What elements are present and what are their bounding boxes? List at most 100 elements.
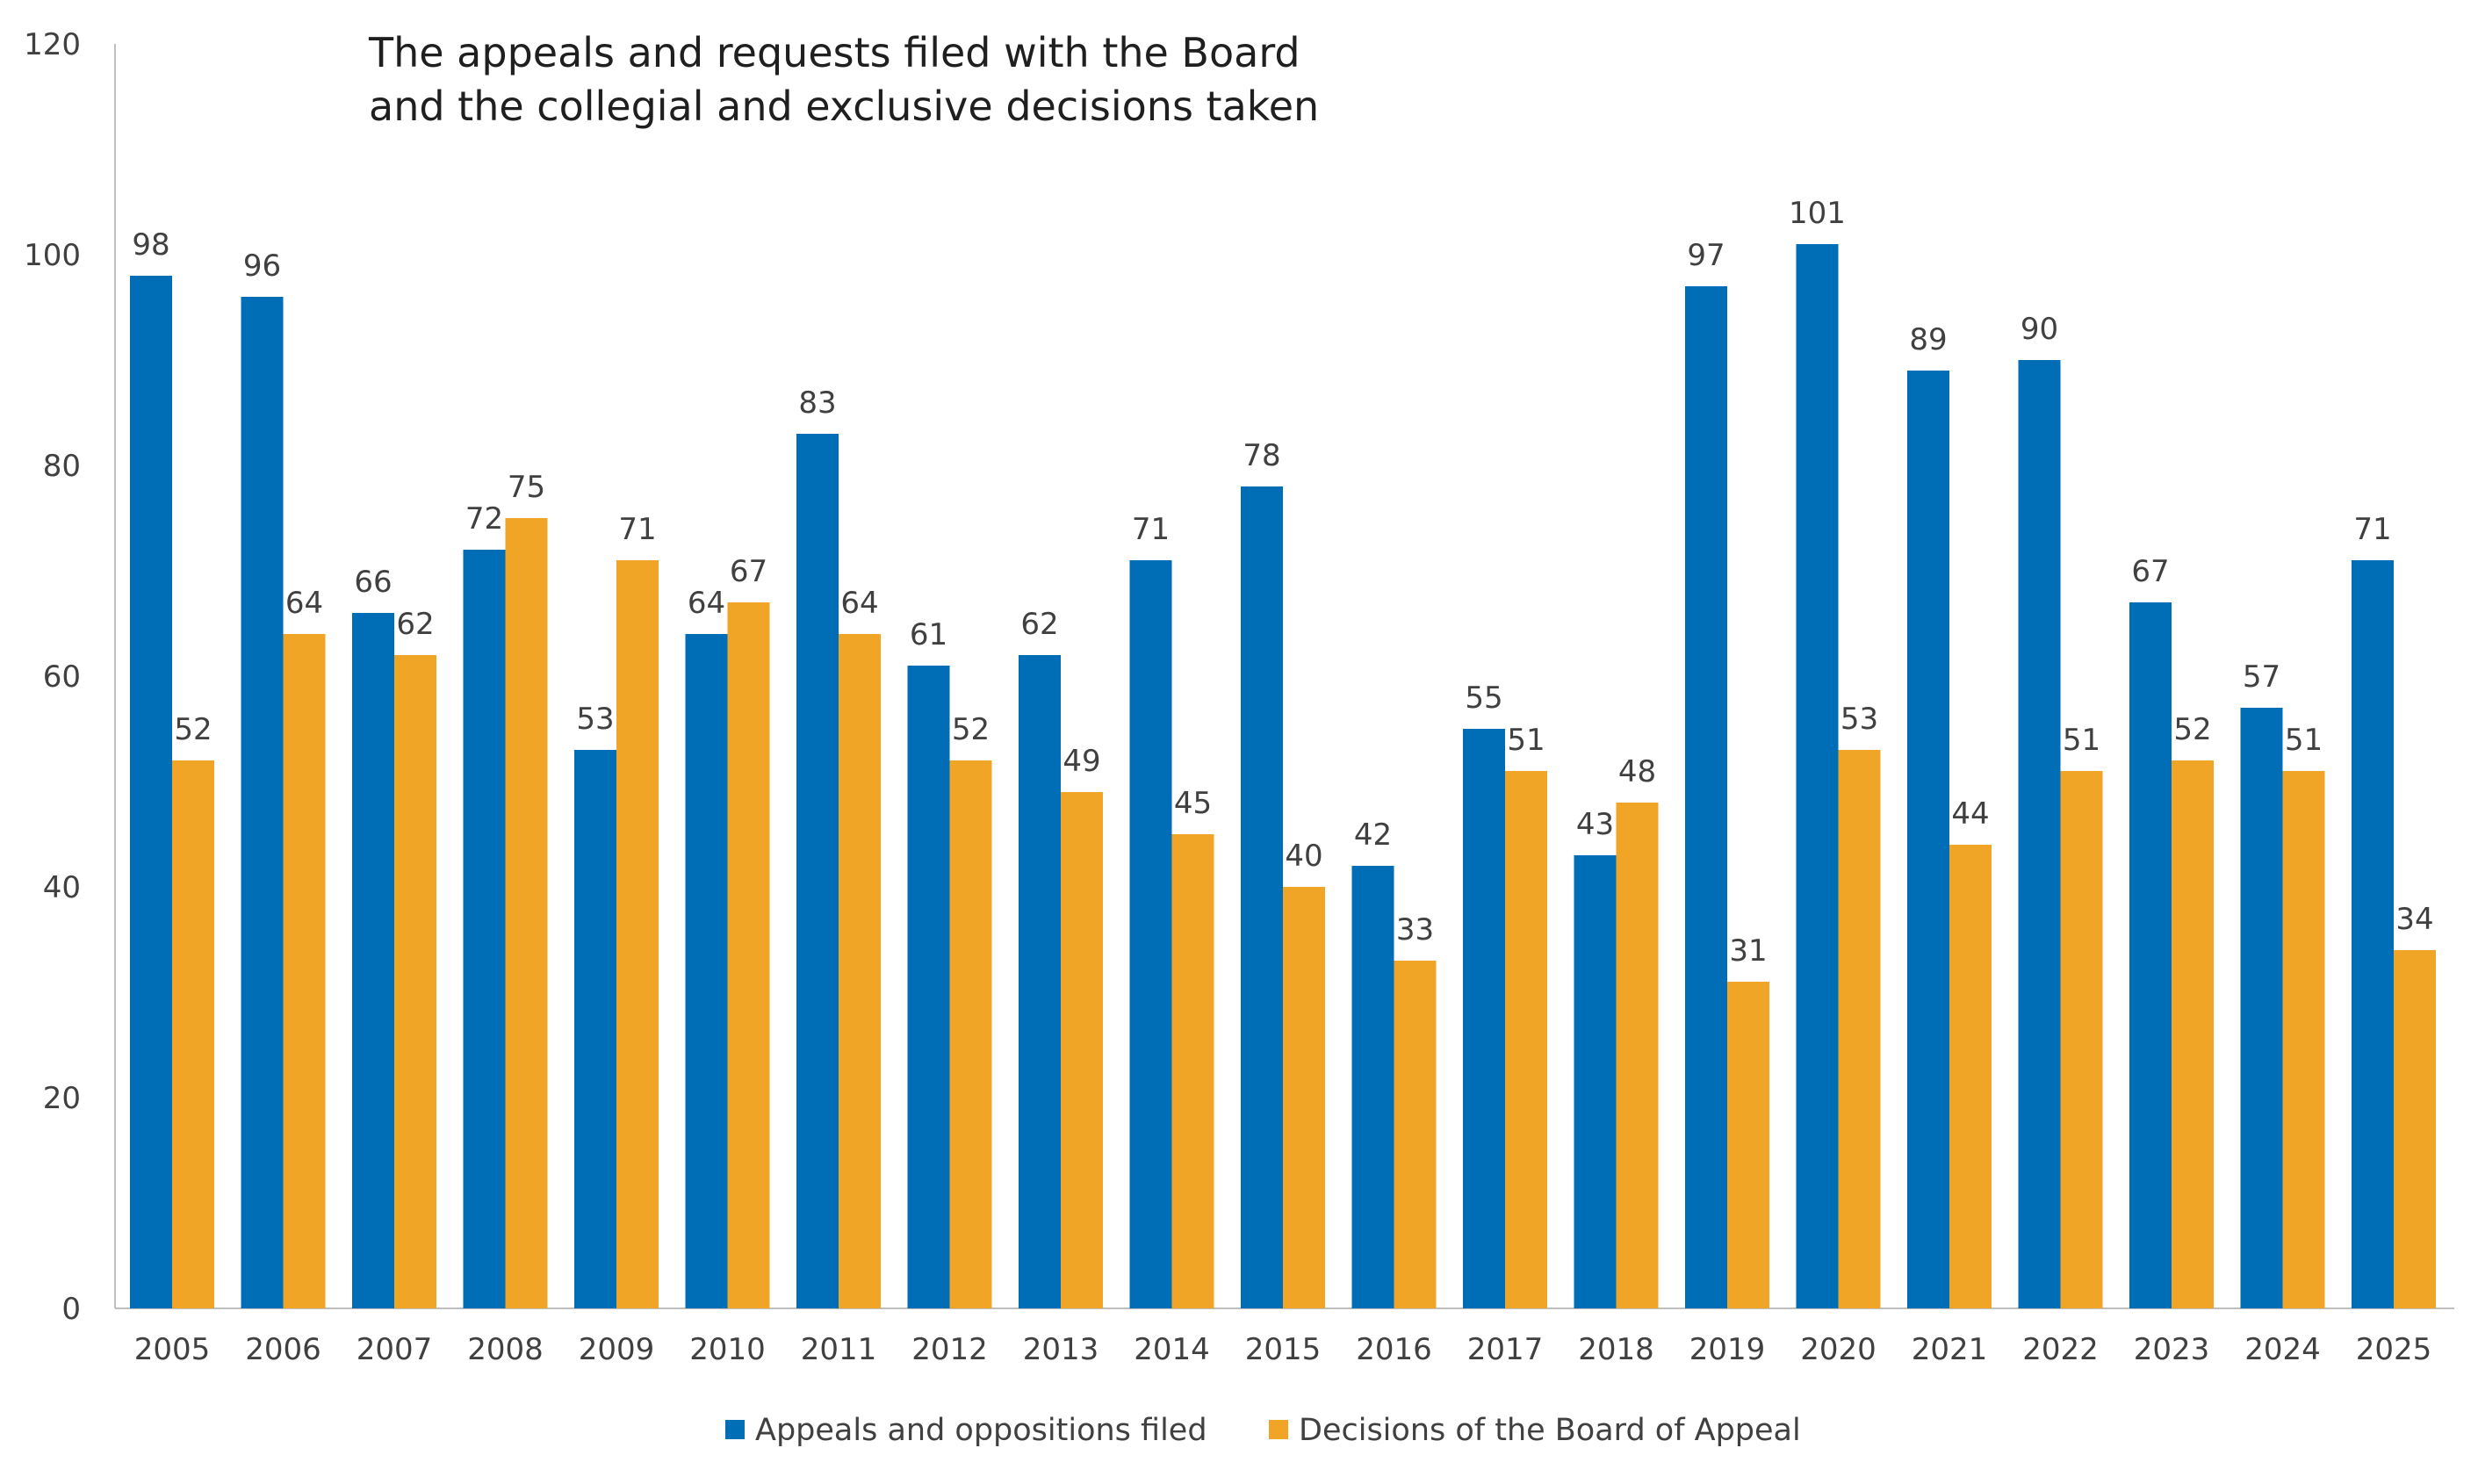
data-label-decisions: 64	[840, 586, 878, 621]
data-label-decisions: 51	[2063, 723, 2100, 758]
bar-decisions	[1838, 750, 1881, 1308]
bar-decisions	[616, 560, 659, 1308]
bar-appeals	[463, 550, 506, 1308]
data-label-decisions: 31	[1729, 933, 1767, 969]
bar-decisions	[949, 760, 992, 1308]
bar-appeals	[352, 613, 394, 1308]
bar-appeals	[1574, 855, 1617, 1308]
bar-decisions	[505, 518, 548, 1308]
bar-decisions	[1394, 961, 1437, 1308]
bar-appeals	[1685, 286, 1727, 1308]
y-tick-label: 100	[24, 238, 81, 273]
bar-decisions	[1727, 982, 1769, 1308]
data-label-decisions: 52	[2173, 712, 2211, 747]
data-label-decisions: 53	[1840, 702, 1878, 737]
bar-decisions	[727, 602, 770, 1308]
legend-label: Appeals and oppositions filed	[755, 1413, 1207, 1448]
data-label-appeals: 78	[1243, 438, 1280, 473]
data-label-decisions: 64	[285, 586, 323, 621]
data-label-appeals: 101	[1789, 196, 1846, 231]
data-label-decisions: 62	[396, 607, 434, 642]
bar-appeals	[574, 750, 616, 1308]
data-label-appeals: 55	[1465, 681, 1502, 716]
x-tick-label: 2024	[2244, 1332, 2321, 1367]
bar-appeals	[2018, 360, 2061, 1308]
bar-appeals	[2352, 560, 2394, 1308]
data-label-decisions: 51	[2285, 723, 2323, 758]
x-tick-label: 2022	[2022, 1332, 2099, 1367]
data-label-decisions: 49	[1063, 744, 1100, 779]
x-tick-label: 2006	[245, 1332, 321, 1367]
x-tick-label: 2025	[2356, 1332, 2432, 1367]
legend: Appeals and oppositions filed Decisions o…	[725, 1413, 1801, 1448]
y-tick-label: 40	[43, 870, 81, 905]
y-tick-label: 20	[43, 1081, 81, 1116]
data-label-appeals: 67	[2131, 554, 2169, 589]
bar-decisions	[1616, 803, 1659, 1308]
legend-label: Decisions of the Board of Appeal	[1299, 1413, 1801, 1448]
bar-appeals	[2240, 708, 2283, 1308]
x-tick-label: 2012	[911, 1332, 988, 1367]
x-tick-label: 2005	[134, 1332, 211, 1367]
y-tick-label: 0	[61, 1292, 81, 1327]
x-tick-label: 2019	[1689, 1332, 1766, 1367]
data-label-decisions: 44	[1951, 796, 1989, 832]
chart-subtitle: and the collegial and exclusive decision…	[369, 83, 1319, 130]
bar-appeals	[1907, 371, 1949, 1308]
bar-appeals	[1796, 244, 1839, 1308]
bar-decisions	[394, 655, 436, 1308]
legend-swatch	[1269, 1420, 1288, 1439]
y-tick-label: 120	[24, 27, 81, 62]
x-tick-label: 2013	[1023, 1332, 1099, 1367]
data-label-appeals: 96	[243, 249, 281, 284]
data-label-appeals: 89	[1909, 322, 1947, 357]
bar-decisions	[1171, 834, 1214, 1308]
x-tick-label: 2023	[2134, 1332, 2210, 1367]
bar-decisions	[2172, 760, 2214, 1308]
chart-title: The appeals and requests filed with the …	[368, 29, 1300, 76]
data-label-decisions: 45	[1174, 786, 1212, 821]
data-label-appeals: 72	[465, 501, 503, 537]
data-label-appeals: 97	[1687, 238, 1725, 273]
data-label-decisions: 48	[1618, 754, 1656, 789]
data-label-decisions: 40	[1285, 839, 1322, 874]
x-tick-label: 2008	[467, 1332, 544, 1367]
bar-appeals	[2129, 602, 2172, 1308]
x-tick-label: 2016	[1356, 1332, 1432, 1367]
bar-appeals	[1129, 560, 1172, 1308]
data-label-decisions: 71	[618, 512, 656, 547]
data-label-appeals: 57	[2243, 659, 2280, 695]
legend-swatch	[725, 1420, 745, 1439]
x-tick-label: 2007	[357, 1332, 433, 1367]
bar-appeals	[241, 297, 284, 1308]
data-label-appeals: 61	[910, 617, 947, 652]
bar-decisions	[1505, 771, 1547, 1308]
x-tick-label: 2009	[579, 1332, 655, 1367]
bar-decisions	[1283, 887, 1325, 1308]
data-label-appeals: 83	[798, 385, 836, 421]
data-label-decisions: 33	[1396, 912, 1434, 947]
data-label-appeals: 90	[2021, 312, 2058, 347]
bar-decisions	[839, 634, 881, 1308]
bar-appeals	[796, 434, 839, 1308]
y-tick-label: 80	[43, 449, 81, 484]
data-label-appeals: 64	[688, 586, 725, 621]
x-tick-label: 2011	[801, 1332, 877, 1367]
bar-decisions	[2394, 950, 2436, 1308]
x-tick-label: 2014	[1134, 1332, 1210, 1367]
x-tick-label: 2018	[1578, 1332, 1654, 1367]
x-tick-label: 2017	[1467, 1332, 1544, 1367]
x-tick-label: 2020	[1800, 1332, 1877, 1367]
data-label-appeals: 98	[132, 227, 169, 263]
bar-decisions	[2282, 771, 2325, 1308]
bar-decisions	[172, 760, 214, 1308]
bar-appeals	[907, 666, 950, 1308]
data-label-decisions: 67	[730, 554, 767, 589]
bar-appeals	[1351, 866, 1394, 1308]
bar-appeals	[130, 276, 172, 1308]
x-tick-label: 2015	[1245, 1332, 1322, 1367]
plot-area: 0204060801001202005985220069664200766622…	[24, 27, 2454, 1367]
data-label-appeals: 66	[354, 565, 392, 600]
data-label-appeals: 71	[1132, 512, 1170, 547]
